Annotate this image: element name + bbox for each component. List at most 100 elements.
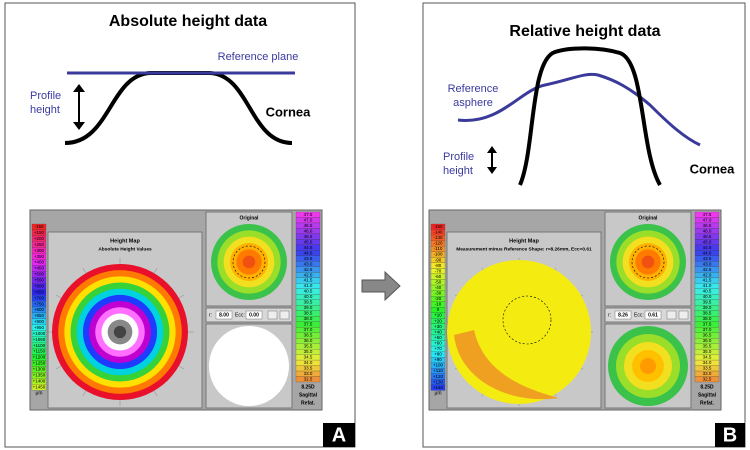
scale-label: 46.5	[703, 223, 712, 228]
scale-label: 44.0	[304, 250, 313, 255]
scale-label: +80	[434, 352, 442, 357]
scale-label: 41.5	[703, 278, 712, 283]
scale-label: -10	[435, 302, 442, 307]
scale-label: -80	[435, 263, 442, 268]
scale-label: 43.5	[703, 256, 712, 261]
scale-label: 44.5	[703, 245, 712, 250]
original-title: Original	[240, 215, 260, 221]
scale-label: 39.0	[703, 305, 712, 310]
scale-footer: Refat.	[700, 400, 715, 406]
scale-unit: μm	[35, 390, 42, 396]
panel-title: Relative height data	[509, 23, 660, 40]
scale-label: +150	[34, 230, 45, 235]
scale-label: +140	[433, 385, 444, 390]
reference-label: Reference plane	[218, 51, 299, 63]
profile-label: height	[443, 165, 473, 177]
scale-label: -120	[433, 241, 443, 246]
ecc-value: 0.00	[249, 312, 259, 318]
scale-label: 36.5	[304, 333, 313, 338]
scale-label: +1100	[33, 343, 46, 348]
software-screen: -150+150+200+250+300+350+400+450+500+550…	[30, 210, 322, 410]
help-button	[268, 311, 277, 319]
scale-label: 38.5	[304, 311, 313, 316]
scale-label: +1000	[33, 331, 46, 336]
scale-label: +600	[34, 283, 45, 288]
scale-label: 43.0	[304, 261, 313, 266]
scale-label: 46.5	[304, 223, 313, 228]
scale-label: +500	[34, 272, 45, 277]
scale-label: -130	[433, 235, 443, 240]
scale-label: 47.0	[304, 217, 313, 222]
scale-label: +1150	[33, 349, 46, 354]
scale-label: 40.0	[703, 294, 712, 299]
scale-label: 45.0	[703, 239, 712, 244]
scale-footer: 8.25D	[301, 384, 315, 390]
scale-label: 42.5	[304, 267, 313, 272]
scale-label: 37.5	[304, 322, 313, 327]
profile-label: Profile	[30, 90, 61, 102]
scale-label: 40.5	[304, 289, 313, 294]
scale-label: 33.0	[304, 371, 313, 376]
map-ring	[640, 358, 656, 374]
scale-label: +90	[434, 357, 442, 362]
map-title: Height Map	[110, 238, 140, 244]
scale-label: +450	[34, 266, 45, 271]
original-title: Original	[639, 215, 659, 221]
scale-label: -150	[34, 224, 44, 229]
scale-label: +40	[434, 329, 442, 334]
scale-label: +650	[34, 289, 45, 294]
scale-label: +110	[433, 368, 443, 373]
scale-label: +60	[434, 340, 442, 345]
scale-label: 36.0	[703, 338, 712, 343]
scale-label: +30	[434, 324, 442, 329]
scale-label: -50	[435, 279, 442, 284]
map-ring	[243, 256, 256, 269]
scale-label: +1350	[33, 372, 46, 377]
panel-title: Absolute height data	[109, 13, 267, 30]
scale-label: 42.5	[703, 267, 712, 272]
close-button	[679, 311, 688, 319]
scale-label: +400	[34, 260, 45, 265]
scale-label: +1050	[33, 337, 46, 342]
scale-label: 41.0	[703, 283, 712, 288]
scale-label: 44.0	[703, 250, 712, 255]
transition-arrow	[362, 272, 400, 300]
scale-label: -100	[433, 252, 443, 257]
scale-label: +700	[34, 295, 45, 300]
map-ring	[642, 256, 655, 269]
scale-label: -40	[435, 285, 442, 290]
scale-label: +200	[34, 236, 45, 241]
scale-label: +130	[433, 379, 444, 384]
scale-label: +120	[433, 374, 444, 379]
scale-label: 46.0	[703, 228, 712, 233]
ecc-label: Ecc:	[235, 312, 245, 318]
scale-label: +70	[434, 346, 442, 351]
cornea-label: Cornea	[266, 104, 312, 119]
scale-label: 34.5	[703, 355, 712, 360]
scale-label: +350	[34, 254, 45, 259]
scale-label: 33.5	[304, 365, 313, 370]
scale-label: 45.0	[304, 239, 313, 244]
scale-label: 34.0	[703, 360, 712, 365]
scale-label: -150	[433, 224, 443, 229]
scale-label: +1450	[33, 384, 46, 389]
scale-footer: Sagittal	[299, 392, 318, 398]
scale-label: 34.0	[304, 360, 313, 365]
scale-label: 36.0	[304, 338, 313, 343]
ecc-value: 0.61	[648, 312, 658, 318]
scale-label: +900	[34, 319, 45, 324]
r-value: 8.00	[219, 312, 229, 318]
scale-label: 32.5	[304, 376, 313, 381]
scale-label: -20	[435, 296, 442, 301]
map-title: Height Map	[509, 238, 539, 244]
scale-label: 40.0	[304, 294, 313, 299]
scale-label: -110	[434, 246, 443, 251]
scale-label: 39.0	[304, 305, 313, 310]
map-ring	[114, 326, 126, 338]
scale-label: 32.5	[703, 376, 712, 381]
scale-footer: Sagittal	[698, 392, 717, 398]
scale-label: +1200	[33, 355, 46, 360]
scale-label: 40.5	[703, 289, 712, 294]
scale-label: 38.0	[703, 316, 712, 321]
scale-label: 45.5	[304, 234, 313, 239]
